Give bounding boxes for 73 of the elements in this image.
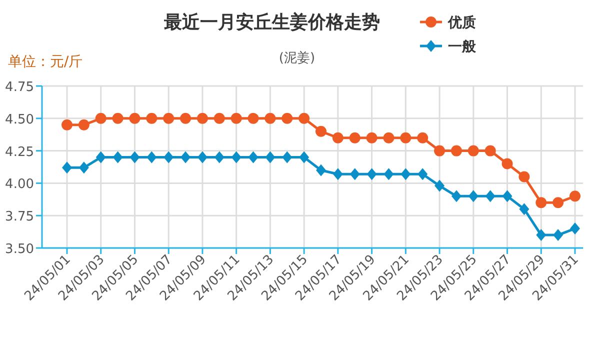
point	[451, 190, 462, 202]
point	[180, 151, 191, 164]
point	[332, 132, 344, 144]
point	[332, 168, 343, 180]
point	[553, 229, 564, 242]
point	[418, 168, 428, 180]
point	[502, 158, 513, 170]
point	[570, 222, 580, 235]
point	[316, 126, 326, 137]
point	[95, 112, 106, 124]
chart-title: 最近一月安丘生姜价格走势	[163, 11, 380, 33]
point	[248, 112, 259, 124]
point	[214, 151, 224, 164]
point	[366, 168, 377, 180]
point	[146, 151, 157, 164]
point	[434, 145, 446, 156]
point	[78, 119, 90, 130]
point	[484, 145, 496, 156]
point	[570, 190, 580, 202]
point	[78, 162, 89, 174]
point	[316, 164, 326, 176]
point	[400, 168, 411, 180]
point	[299, 151, 310, 164]
point	[298, 112, 310, 124]
point	[264, 112, 276, 124]
point	[163, 112, 174, 124]
point	[180, 112, 192, 124]
point	[450, 145, 462, 156]
y-axis-title: 单位：元/斤	[8, 54, 83, 70]
y-tick-label: 4.50	[5, 112, 34, 128]
point	[536, 229, 546, 242]
y-tick-label: 4.00	[5, 177, 34, 192]
chart-subtitle: (泥姜)	[278, 50, 316, 66]
y-tick-label: 3.50	[5, 242, 34, 257]
point	[112, 112, 124, 124]
point	[62, 119, 72, 130]
point	[434, 180, 445, 192]
point	[383, 132, 394, 144]
point	[468, 145, 479, 156]
point	[96, 151, 106, 164]
point	[164, 151, 174, 164]
point	[502, 190, 512, 202]
point	[230, 112, 242, 124]
point	[552, 197, 564, 208]
y-tick-label: 4.25	[5, 144, 34, 160]
point	[536, 197, 547, 208]
point	[468, 190, 478, 202]
point	[129, 112, 140, 124]
point	[197, 151, 208, 164]
point	[112, 151, 123, 164]
point	[384, 168, 394, 180]
point	[519, 203, 530, 216]
point	[282, 112, 293, 124]
point	[231, 151, 242, 164]
point	[146, 112, 158, 124]
point	[400, 132, 412, 144]
point	[417, 132, 428, 144]
point	[248, 151, 258, 164]
point	[214, 112, 225, 124]
point	[349, 132, 360, 144]
point	[518, 171, 530, 182]
point	[350, 168, 360, 180]
y-tick-label: 4.75	[5, 80, 34, 95]
legend-label: 优质	[447, 14, 476, 31]
y-tick-label: 3.75	[5, 210, 34, 225]
point	[366, 132, 378, 144]
point	[485, 190, 496, 202]
point	[282, 151, 292, 164]
point	[265, 151, 276, 164]
legend-label: 一般	[448, 39, 477, 55]
point	[130, 151, 140, 164]
point	[62, 162, 72, 174]
point	[196, 112, 208, 124]
